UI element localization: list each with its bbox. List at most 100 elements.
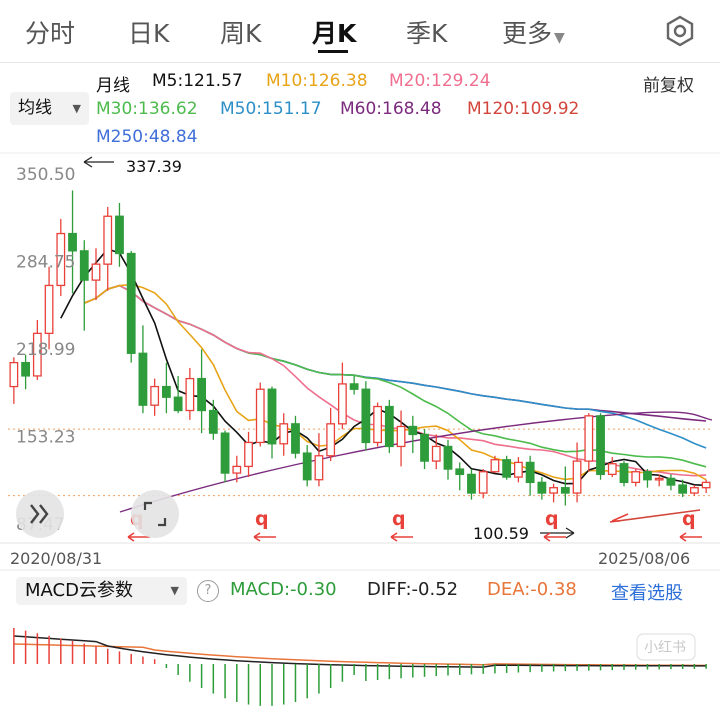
hexagon-settings-icon[interactable] <box>663 14 697 48</box>
ma-20-value: M20:129.24 <box>389 71 491 91</box>
tab-weekly-k[interactable]: 周K <box>220 19 262 48</box>
ma-10-value: M10:126.38 <box>266 71 368 91</box>
start-date-label: 2020/08/31 <box>10 549 103 568</box>
low-price-label: 100.59 <box>473 524 529 543</box>
candle-up <box>150 385 160 406</box>
macd-settings-label: MACD云参数 <box>25 580 133 601</box>
active-tab-indicator <box>318 50 348 53</box>
candle-down <box>208 409 218 434</box>
ma-50-value: M50:151.17 <box>220 99 322 119</box>
header-divider <box>0 62 720 63</box>
price-adjust-toggle[interactable]: 前复权 <box>643 76 694 96</box>
tab-monthly-k[interactable]: 月K <box>312 19 357 48</box>
high-price-label: 337.39 <box>126 157 182 176</box>
candle-up <box>584 415 594 462</box>
candle-down <box>455 468 465 476</box>
candle-down <box>161 385 171 398</box>
tab-intraday[interactable]: 分时 <box>25 19 76 48</box>
candle-up <box>44 284 54 334</box>
ma-title: 月线 <box>96 76 130 96</box>
candle-up <box>56 232 66 287</box>
candle-down <box>384 405 394 448</box>
chevron-right-double-icon <box>30 504 49 524</box>
bracket-corners-icon <box>143 501 167 527</box>
y-tick-label: 153.23 <box>16 427 75 447</box>
fullscreen-button-bg <box>131 490 179 538</box>
low-arrow-icon <box>540 527 575 539</box>
candle-up <box>549 487 559 494</box>
signal-marker: q <box>545 508 559 530</box>
caret-down-icon: ▼ <box>170 584 179 597</box>
candle-down <box>678 484 688 494</box>
candle-down <box>420 433 429 462</box>
candle-up <box>631 471 641 484</box>
end-date-label: 2025/08/06 <box>598 549 691 568</box>
candle-up <box>185 377 195 412</box>
candle-up <box>314 455 324 481</box>
candle-up <box>373 405 383 444</box>
candle-down <box>302 452 312 481</box>
candle-down <box>560 487 570 494</box>
diff-line <box>13 635 707 668</box>
tab-more[interactable]: 更多 ▼ <box>502 14 565 50</box>
candle-up <box>490 459 500 473</box>
ma-120-value: M120:109.92 <box>467 99 580 119</box>
candle-up <box>244 441 253 468</box>
watermark-frame <box>636 633 696 661</box>
candle-down <box>525 461 535 484</box>
macd-settings-dropdown[interactable]: MACD云参数 ▼ <box>16 577 187 605</box>
dea-line <box>13 643 707 667</box>
period-tabs: 分时 日K 周K 月K 季K 更多 ▼ <box>0 0 720 62</box>
select-stocks-link[interactable]: 查看选股 <box>611 583 683 604</box>
ma-60-value: M60:168.48 <box>340 99 442 119</box>
candle-down <box>291 423 300 454</box>
candle-up <box>279 423 289 445</box>
ma-50-line <box>83 284 707 449</box>
candle-down <box>643 471 652 481</box>
candle-up <box>255 388 265 444</box>
ma-120-line <box>609 509 701 523</box>
ma-dropdown[interactable]: 均线 ▼ <box>10 92 89 125</box>
signal-marker: q <box>392 508 406 530</box>
ma-long-line <box>119 411 713 513</box>
candle-down <box>267 388 277 445</box>
y-tick-label: 284.75 <box>16 252 75 272</box>
caret-down-icon: ▼ <box>554 30 565 46</box>
candle-up <box>689 487 699 494</box>
candle-down <box>220 432 230 474</box>
signal-arrow-icon <box>127 532 150 542</box>
candle-down <box>537 481 547 494</box>
ma-5-value: M5:121.57 <box>152 71 243 91</box>
candle-down <box>666 477 676 486</box>
macd-value: MACD:-0.30 <box>230 579 337 600</box>
signal-arrow-icon <box>611 513 629 522</box>
tab-quarterly-k[interactable]: 季K <box>406 19 448 48</box>
y-tick-label: 218.99 <box>16 340 75 360</box>
candle-up <box>431 445 441 462</box>
watermark-logo: 小红书 <box>644 640 686 656</box>
candle-down <box>467 473 476 494</box>
candle-down <box>361 388 371 444</box>
caret-down-icon: ▼ <box>72 102 81 115</box>
candle-up <box>701 481 711 489</box>
candle-up <box>607 463 617 476</box>
candle-down <box>173 396 183 412</box>
ma-5-line <box>60 248 707 487</box>
tab-daily-k[interactable]: 日K <box>128 19 170 48</box>
ma-dropdown-label: 均线 <box>18 98 52 118</box>
y-tick-label: 350.50 <box>16 165 75 185</box>
signal-arrow-icon <box>390 532 413 542</box>
help-icon[interactable]: ? <box>197 580 219 602</box>
candle-down <box>619 463 629 484</box>
ma-250-value: M250:48.84 <box>96 127 198 147</box>
signal-marker: q <box>255 508 269 530</box>
candle-up <box>232 465 242 474</box>
candle-down <box>138 352 148 406</box>
candle-down <box>596 415 605 476</box>
ma-30-value: M30:136.62 <box>96 99 198 119</box>
candle-down <box>197 377 207 412</box>
candle-down <box>126 252 136 354</box>
candle-up <box>396 425 406 448</box>
candle-up <box>572 460 582 494</box>
